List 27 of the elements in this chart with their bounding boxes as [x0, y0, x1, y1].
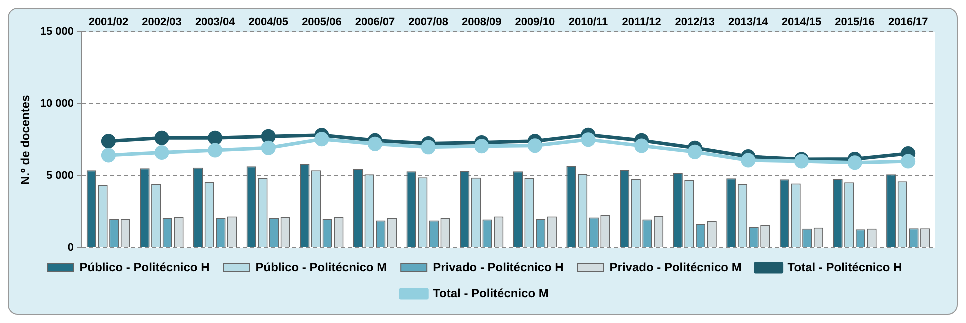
x-tick-label: 2007/08	[408, 16, 448, 29]
legend-label: Total - Politécnico H	[788, 260, 902, 274]
y-tick-label: 5 000	[46, 170, 74, 182]
x-tick-label: 2008/09	[462, 16, 502, 29]
x-tick-label: 2015/16	[835, 16, 875, 29]
x-tick-label: 2005/06	[302, 16, 342, 29]
legend-label: Privado - Politécnico H	[433, 260, 564, 274]
x-tick-label: 2003/04	[195, 16, 236, 29]
x-tick-label: 2001/02	[88, 16, 129, 29]
y-axis-title: N.º de docentes	[18, 94, 33, 185]
x-tick-label: 2011/12	[622, 16, 662, 29]
legend-label: Público - Politécnico M	[256, 260, 388, 274]
y-tick-label: 10 000	[40, 98, 74, 110]
legend-label: Total - Politécnico M	[433, 286, 549, 300]
y-tick-label: 15 000	[40, 26, 74, 38]
legend-label: Privado - Politécnico M	[610, 260, 742, 274]
x-tick-label: 2004/05	[248, 16, 289, 29]
x-tick-label: 2002/03	[142, 16, 182, 29]
x-tick-label: 2016/17	[888, 16, 928, 29]
x-tick-label: 2012/13	[675, 16, 715, 29]
x-tick-label: 2014/15	[782, 16, 822, 29]
x-tick-label: 2010/11	[568, 16, 608, 29]
x-tick-label: 2009/10	[515, 16, 556, 29]
x-tick-label: 2006/07	[355, 16, 396, 29]
legend-label: Público - Politécnico H	[80, 260, 210, 274]
y-tick-label: 0	[68, 242, 74, 254]
x-tick-label: 2013/14	[728, 16, 770, 29]
